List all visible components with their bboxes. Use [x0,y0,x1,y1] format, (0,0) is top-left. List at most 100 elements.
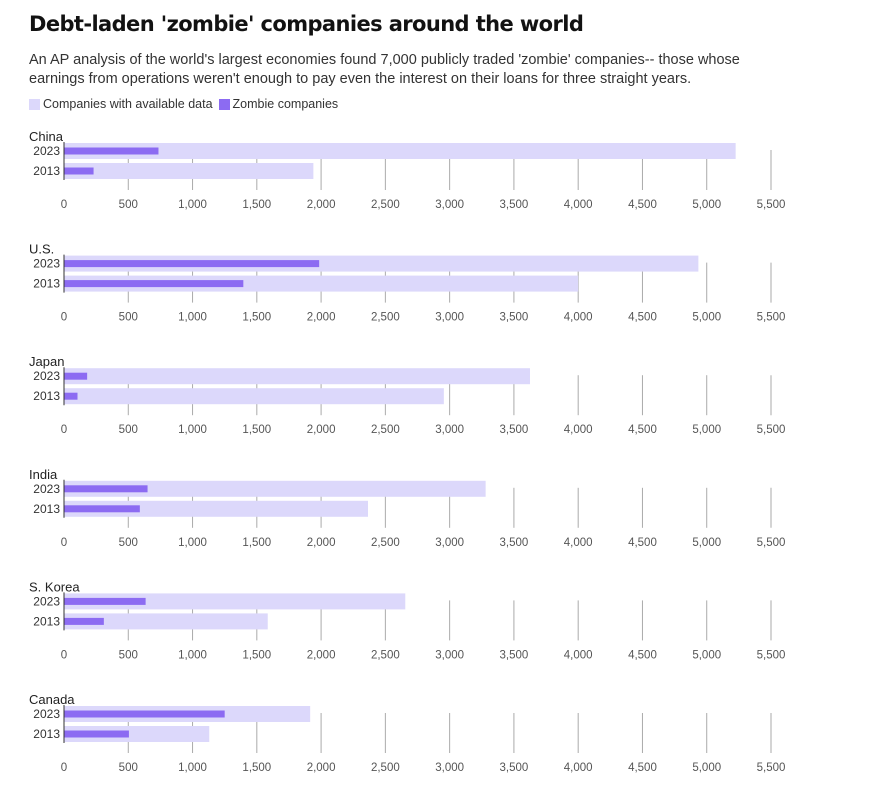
panel-title-japan: Japan [29,354,64,369]
legend-item-zombie: Zombie companies [218,97,339,111]
year-label-u-s-2023: 2023 [33,257,60,271]
tick-label-china-5: 2,500 [371,199,400,211]
bar-available-s-korea-2013 [64,613,268,630]
tick-label-japan-0: 0 [61,424,67,436]
tick-label-u-s-1: 500 [119,312,138,324]
legend-swatch-zombie [218,98,230,110]
tick-label-canada-8: 4,000 [564,762,593,774]
tick-label-india-10: 5,000 [692,537,721,549]
year-label-s-korea-2023: 2023 [33,594,60,608]
bar-zombie-japan-2013 [64,392,78,400]
legend-label-available: Companies with available data [43,97,213,111]
legend: Companies with available data Zombie com… [29,97,344,111]
tick-label-canada-1: 500 [119,762,138,774]
tick-label-china-4: 2,000 [307,199,336,211]
chart-title: Debt-laden 'zombie' companies around the… [29,12,584,36]
tick-label-u-s-7: 3,500 [500,312,529,324]
tick-label-china-1: 500 [119,199,138,211]
tick-label-india-1: 500 [119,537,138,549]
tick-label-s-korea-0: 0 [61,649,67,661]
tick-label-canada-7: 3,500 [500,762,529,774]
bar-zombie-u-s-2013 [64,280,244,288]
tick-label-s-korea-1: 500 [119,649,138,661]
tick-label-s-korea-10: 5,000 [692,649,721,661]
year-label-u-s-2013: 2013 [33,277,60,291]
bar-zombie-u-s-2023 [64,260,320,268]
tick-label-s-korea-3: 1,500 [242,649,271,661]
tick-label-india-7: 3,500 [500,537,529,549]
tick-label-india-5: 2,500 [371,537,400,549]
tick-label-s-korea-11: 5,500 [757,649,786,661]
tick-label-canada-4: 2,000 [307,762,336,774]
tick-label-s-korea-9: 4,500 [628,649,657,661]
bar-zombie-india-2023 [64,485,148,493]
legend-item-available: Companies with available data [29,97,213,111]
tick-label-s-korea-7: 3,500 [500,649,529,661]
tick-label-u-s-0: 0 [61,312,67,324]
tick-label-india-0: 0 [61,537,67,549]
panel-title-india: India [29,467,58,482]
tick-label-u-s-8: 4,000 [564,312,593,324]
panel-title-china: China [29,129,64,144]
year-label-japan-2013: 2013 [33,389,60,403]
year-label-china-2013: 2013 [33,164,60,178]
tick-label-japan-10: 5,000 [692,424,721,436]
year-label-india-2013: 2013 [33,502,60,516]
tick-label-china-8: 4,000 [564,199,593,211]
tick-label-u-s-11: 5,500 [757,312,786,324]
bar-available-canada-2013 [64,726,210,742]
tick-label-india-4: 2,000 [307,537,336,549]
bar-zombie-s-korea-2013 [64,617,104,625]
tick-label-india-6: 3,000 [435,537,464,549]
legend-swatch-available [29,98,40,110]
tick-label-canada-11: 5,500 [757,762,786,774]
tick-label-japan-11: 5,500 [757,424,786,436]
tick-label-india-3: 1,500 [242,537,271,549]
bar-zombie-japan-2023 [64,372,88,380]
tick-label-china-6: 3,000 [435,199,464,211]
year-label-china-2023: 2023 [33,144,60,158]
tick-label-u-s-10: 5,000 [692,312,721,324]
tick-label-u-s-4: 2,000 [307,312,336,324]
tick-label-s-korea-8: 4,000 [564,649,593,661]
legend-label-zombie: Zombie companies [232,97,339,111]
tick-label-canada-10: 5,000 [692,762,721,774]
panel-title-u-s: U.S. [29,242,54,257]
bar-available-japan-2023 [64,368,530,385]
tick-label-japan-7: 3,500 [500,424,529,436]
tick-label-u-s-9: 4,500 [628,312,657,324]
tick-label-s-korea-6: 3,000 [435,649,464,661]
tick-label-s-korea-5: 2,500 [371,649,400,661]
bar-zombie-india-2013 [64,505,140,513]
year-label-india-2023: 2023 [33,482,60,496]
tick-label-s-korea-4: 2,000 [307,649,336,661]
bar-available-india-2013 [64,500,369,517]
bar-available-india-2023 [64,480,486,497]
tick-label-u-s-5: 2,500 [371,312,400,324]
tick-label-china-11: 5,500 [757,199,786,211]
tick-label-india-9: 4,500 [628,537,657,549]
bar-available-u-s-2023 [64,255,699,272]
tick-label-canada-0: 0 [61,762,67,774]
bar-zombie-china-2023 [64,147,159,155]
bar-zombie-china-2013 [64,167,94,175]
tick-label-japan-2: 1,000 [178,424,207,436]
tick-label-china-9: 4,500 [628,199,657,211]
bar-zombie-canada-2013 [64,730,129,738]
tick-label-canada-5: 2,500 [371,762,400,774]
tick-label-china-0: 0 [61,199,67,211]
tick-label-japan-4: 2,000 [307,424,336,436]
chart-subtitle: An AP analysis of the world's largest ec… [29,52,740,87]
bar-available-japan-2013 [64,388,444,405]
tick-label-china-7: 3,500 [500,199,529,211]
bar-available-s-korea-2023 [64,593,406,610]
panel-title-canada: Canada [29,692,75,707]
bar-available-china-2013 [64,163,314,179]
bar-available-china-2023 [64,143,736,159]
tick-label-china-10: 5,000 [692,199,721,211]
tick-label-u-s-3: 1,500 [242,312,271,324]
tick-label-canada-3: 1,500 [242,762,271,774]
tick-label-canada-6: 3,000 [435,762,464,774]
tick-label-china-3: 1,500 [242,199,271,211]
